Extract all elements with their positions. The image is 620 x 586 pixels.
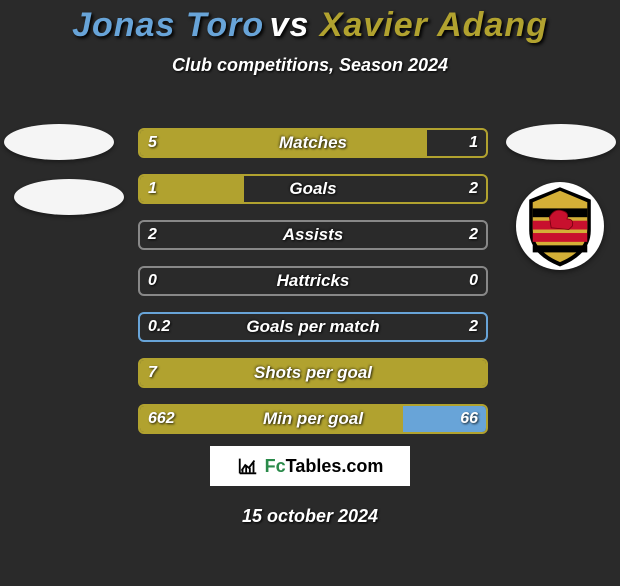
- stat-label: Matches: [140, 130, 486, 156]
- stat-label: Shots per goal: [140, 360, 486, 386]
- player1-name: Jonas Toro: [72, 6, 264, 44]
- player2-club-badge-1: [506, 124, 616, 160]
- player2-club-crest: [516, 182, 604, 270]
- vs-text: vs: [270, 6, 320, 44]
- player1-club-badge-1: [4, 124, 114, 160]
- stat-label: Min per goal: [140, 406, 486, 432]
- season-subtitle: Club competitions, Season 2024: [0, 55, 620, 76]
- snapshot-date: 15 october 2024: [0, 506, 620, 527]
- stat-row: 22Assists: [138, 220, 488, 250]
- stat-row: 12Goals: [138, 174, 488, 204]
- stat-row: 0.22Goals per match: [138, 312, 488, 342]
- player1-club-badge-2: [14, 179, 124, 215]
- brand-text: FcTables.com: [265, 456, 384, 477]
- chart-icon: [237, 455, 259, 477]
- fctables-logo: FcTables.com: [210, 446, 410, 486]
- comparison-title: Jonas Toro vs Xavier Adang: [0, 6, 620, 45]
- stat-label: Hattricks: [140, 268, 486, 294]
- stat-row: 7Shots per goal: [138, 358, 488, 388]
- comparison-bars: 51Matches 12Goals 22Assists 00Hattricks 0.22…: [138, 128, 488, 450]
- stat-row: 00Hattricks: [138, 266, 488, 296]
- stat-label: Assists: [140, 222, 486, 248]
- stat-label: Goals per match: [140, 314, 486, 340]
- stat-row: 51Matches: [138, 128, 488, 158]
- player2-name: Xavier Adang: [320, 6, 548, 44]
- stat-label: Goals: [140, 176, 486, 202]
- stat-row: 66266Min per goal: [138, 404, 488, 434]
